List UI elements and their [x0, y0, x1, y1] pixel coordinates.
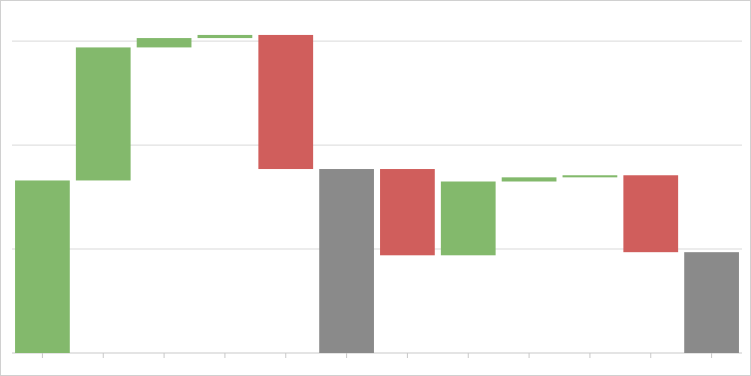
waterfall-bar [75, 47, 131, 181]
waterfall-bar [15, 180, 70, 353]
waterfall-bar [258, 34, 314, 170]
waterfall-bar [380, 169, 435, 256]
waterfall-bar [501, 177, 557, 182]
waterfall-bar [319, 169, 374, 353]
waterfall-bar [136, 38, 192, 48]
waterfall-bar [440, 181, 496, 256]
waterfall-bar [562, 175, 618, 178]
waterfall-bar [623, 175, 679, 253]
waterfall-bar [197, 34, 253, 39]
waterfall-bar [684, 252, 739, 353]
